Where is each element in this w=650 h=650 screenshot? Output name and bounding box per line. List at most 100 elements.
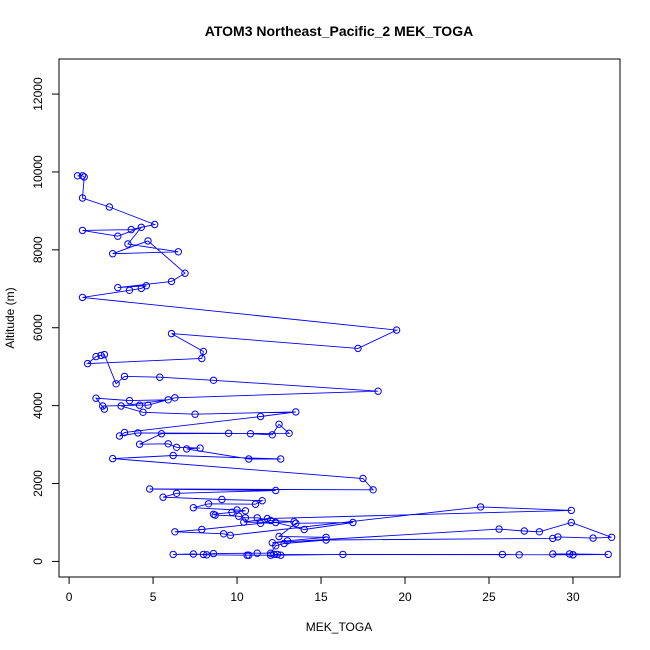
data-point xyxy=(266,549,275,557)
x-tick-label: 30 xyxy=(566,590,580,604)
data-point xyxy=(100,350,109,359)
y-tick-label: 8000 xyxy=(31,236,45,263)
data-point xyxy=(354,344,362,353)
data-point xyxy=(115,432,124,440)
data-point xyxy=(109,454,117,463)
data-point xyxy=(272,518,280,527)
data-point xyxy=(292,519,300,527)
data-point xyxy=(78,194,87,202)
data-point xyxy=(135,440,144,448)
y-tick-label: 0 xyxy=(31,558,45,565)
data-point xyxy=(495,525,503,533)
data-point xyxy=(292,408,300,416)
data-point xyxy=(80,173,88,181)
data-point xyxy=(240,518,248,526)
data-point xyxy=(476,503,485,511)
plot-frame xyxy=(58,58,621,578)
data-point xyxy=(134,429,142,437)
data-point xyxy=(253,549,261,557)
y-tick-label: 4000 xyxy=(31,392,45,419)
data-point xyxy=(569,551,577,559)
data-point xyxy=(251,500,260,508)
data-point xyxy=(253,514,261,522)
data-point xyxy=(137,223,146,232)
data-point xyxy=(565,550,574,558)
data-point xyxy=(164,396,172,404)
data-point xyxy=(270,550,278,559)
data-point xyxy=(146,485,154,493)
data-point xyxy=(245,551,253,559)
data-point xyxy=(226,531,235,539)
data-point xyxy=(171,528,179,536)
data-point xyxy=(144,401,152,409)
data-point xyxy=(92,352,100,361)
data-point xyxy=(245,455,253,463)
data-point xyxy=(114,232,122,240)
data-point xyxy=(167,329,176,338)
data-point xyxy=(246,430,255,438)
data-point xyxy=(120,372,129,381)
data-point xyxy=(322,533,330,541)
data-point xyxy=(164,440,172,448)
x-tick-label: 10 xyxy=(230,590,244,604)
data-point xyxy=(392,326,401,334)
data-point xyxy=(554,533,562,541)
data-point xyxy=(374,387,382,395)
data-point xyxy=(241,514,250,522)
data-point xyxy=(290,518,298,526)
data-point xyxy=(209,549,218,558)
data-point xyxy=(369,486,377,494)
data-point xyxy=(78,172,87,180)
y-tick-label: 6000 xyxy=(31,314,45,341)
data-point xyxy=(359,474,367,483)
data-point xyxy=(169,550,177,559)
data-point xyxy=(275,532,283,541)
data-point xyxy=(78,293,87,302)
data-point xyxy=(181,269,189,277)
y-tick-label: 2000 xyxy=(31,470,45,497)
data-point xyxy=(159,493,167,501)
data-point xyxy=(285,429,293,437)
data-point xyxy=(589,534,597,542)
data-point xyxy=(112,380,120,388)
data-point xyxy=(300,525,308,534)
data-point xyxy=(172,443,181,451)
data-point xyxy=(169,451,177,460)
data-point xyxy=(567,506,575,515)
data-point xyxy=(535,528,544,536)
x-axis: 0 5 10 15 20 25 30 xyxy=(66,576,580,604)
data-point xyxy=(339,550,347,559)
data-point xyxy=(224,429,233,437)
data-point xyxy=(256,412,265,421)
chart-title: ATOM3 Northeast_Pacific_2 MEK_TOGA xyxy=(205,23,473,39)
data-point xyxy=(120,428,129,437)
data-point xyxy=(189,504,198,512)
data-point xyxy=(114,283,122,292)
data-point xyxy=(78,226,87,235)
data-point xyxy=(125,396,134,405)
y-tick-label: 10000 xyxy=(31,155,45,189)
data-point xyxy=(241,507,250,515)
x-axis-label: MEK_TOGA xyxy=(306,620,372,634)
data-point xyxy=(204,500,213,508)
data-point xyxy=(322,536,330,544)
data-point xyxy=(174,248,183,256)
data-point xyxy=(549,534,557,543)
data-point xyxy=(127,225,135,234)
data-point xyxy=(209,376,218,384)
data-point xyxy=(235,512,243,520)
x-tick-label: 25 xyxy=(482,590,496,604)
data-point xyxy=(604,550,612,559)
y-axis-label: Altitude (m) xyxy=(3,287,17,348)
data-point xyxy=(268,431,276,439)
data-point xyxy=(196,444,204,452)
data-point xyxy=(139,408,147,416)
data-point xyxy=(117,402,125,410)
data-point xyxy=(228,508,236,516)
data-point xyxy=(498,550,507,559)
data-point xyxy=(520,527,528,535)
data-point xyxy=(219,530,228,538)
data-point xyxy=(189,550,198,558)
data-point xyxy=(263,514,271,523)
data-point xyxy=(349,518,357,527)
